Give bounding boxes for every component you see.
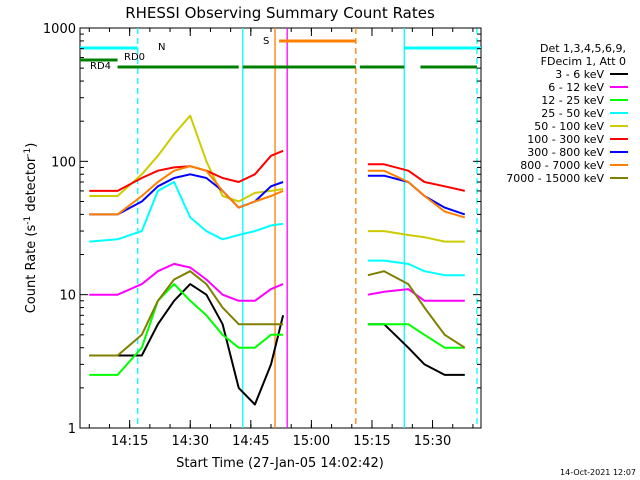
x-tick-label: 14:45 (232, 434, 269, 449)
series-line (367, 323, 465, 376)
y-tick-label: 1000 (43, 22, 76, 37)
legend-entry-label: 12 - 25 keV (541, 94, 604, 107)
legend-header-line: FDecim 1, Att 0 (541, 55, 626, 68)
series-line (367, 230, 465, 243)
x-tick-label: 14:30 (172, 434, 209, 449)
legend-entry-label: 6 - 12 keV (548, 81, 604, 94)
legend-entry-label: 7000 - 15000 keV (506, 172, 604, 185)
y-axis-label-part-2: detector (24, 156, 39, 216)
series-line (89, 283, 284, 376)
y-axis-label-part-3: ) (24, 143, 39, 148)
x-tick-label: 14:15 (111, 434, 148, 449)
series-line (367, 323, 465, 349)
legend-entry-label: 800 - 7000 keV (520, 159, 604, 172)
flag-bar-label: N (158, 42, 165, 53)
flag-bars: N RD0 RD4 S (80, 36, 481, 72)
series-line (367, 270, 466, 349)
flag-bar-label: RD4 (90, 61, 111, 72)
legend-entry-label: 300 - 800 keV (527, 146, 604, 159)
y-tick-label: 10 (59, 289, 76, 304)
series-line (89, 270, 284, 357)
y-axis-label-part-1: Count Rate (s (24, 225, 39, 314)
legend-entry-label: 3 - 6 keV (555, 68, 604, 81)
footer-timestamp: 14-Oct-2021 12:07 (560, 468, 636, 477)
vertical-markers (137, 28, 478, 428)
series-line (89, 181, 284, 243)
flag-bar-label: S (263, 36, 269, 47)
legend-entry-label: 25 - 50 keV (541, 107, 604, 120)
x-tick-label: 15:30 (414, 434, 451, 449)
x-axis-label: Start Time (27-Jan-05 14:02:42) (176, 456, 384, 471)
y-axis-label-sup-2: -1 (23, 148, 33, 157)
y-tick-label: 1 (68, 422, 76, 437)
series-line (367, 163, 466, 192)
legend: Det 1,3,4,5,6,9,FDecim 1, Att 03 - 6 keV… (506, 42, 628, 185)
x-tick-label: 15:15 (353, 434, 390, 449)
chart-title: RHESSI Observing Summary Count Rates (125, 4, 435, 22)
y-tick-label: 100 (51, 155, 76, 170)
series-line (89, 149, 284, 192)
y-axis-label: Count Rate (s-1 detector-1) (23, 143, 39, 314)
series-line (89, 262, 284, 302)
series-line (89, 283, 285, 406)
legend-entry-label: 100 - 300 keV (527, 133, 604, 146)
legend-entry-label: 50 - 100 keV (534, 120, 604, 133)
series-line (89, 114, 284, 203)
y-axis-label-sup-1: -1 (23, 216, 33, 225)
plot-frame (79, 27, 482, 429)
series-line (367, 259, 465, 277)
series-line (89, 173, 284, 216)
series-line (367, 169, 466, 219)
axes: 1 10 100 1000 14:15 14:30 14:45 15:00 15:15 15:30 (43, 22, 481, 449)
series-group (89, 114, 466, 406)
x-tick-label: 15:00 (293, 434, 330, 449)
legend-header-line: Det 1,3,4,5,6,9, (540, 42, 626, 55)
series-line (89, 165, 284, 216)
series-line (367, 174, 466, 216)
flag-bar-label: RD0 (124, 52, 145, 63)
